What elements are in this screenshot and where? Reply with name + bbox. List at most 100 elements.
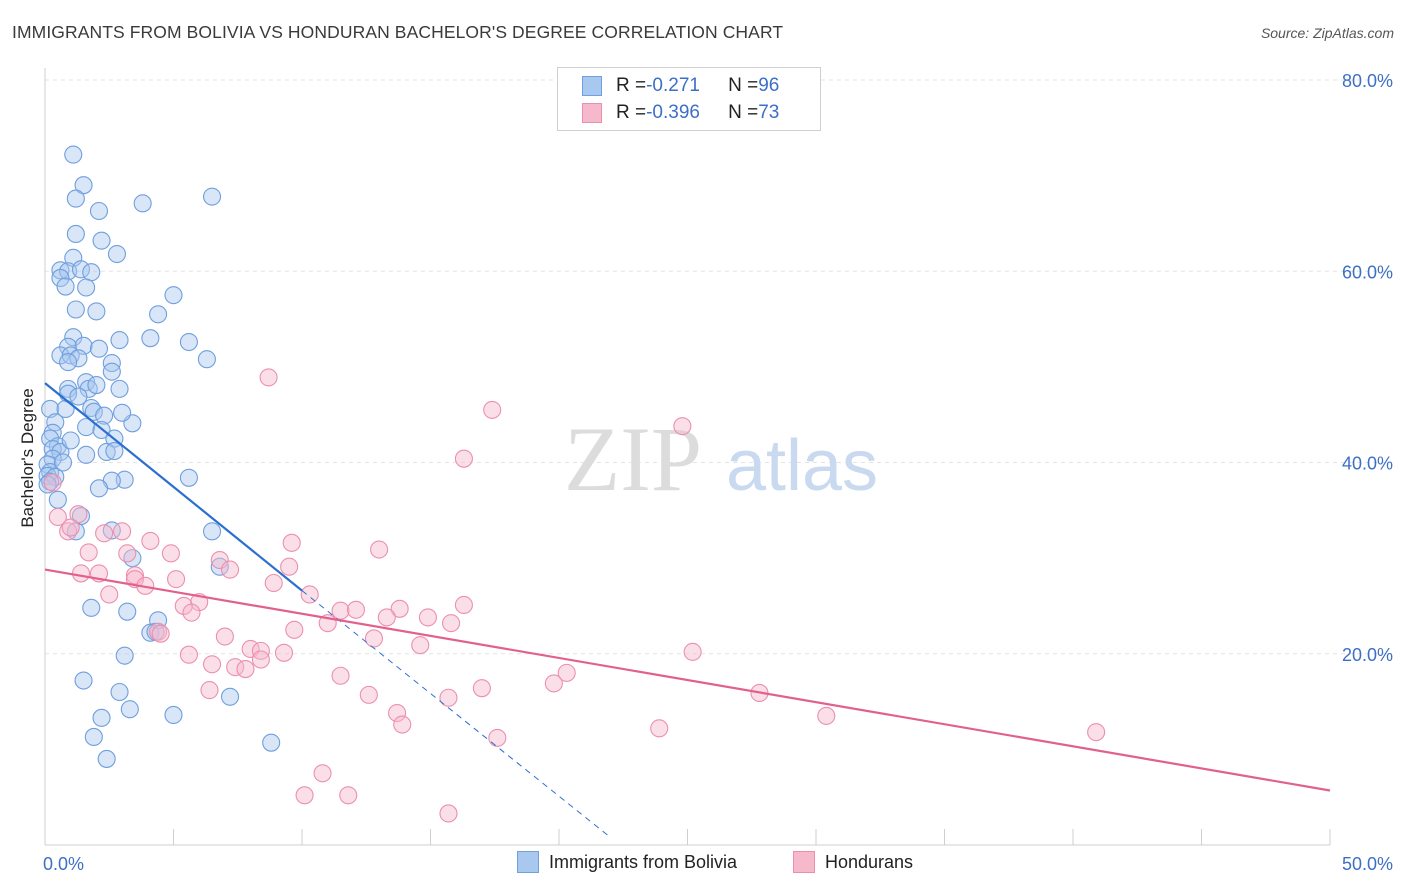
bolivia-point bbox=[87, 375, 106, 395]
chart-title: IMMIGRANTS FROM BOLIVIA VS HONDURAN BACH… bbox=[12, 22, 784, 42]
honduran-point bbox=[200, 681, 219, 700]
honduran-point bbox=[182, 603, 201, 622]
bolivia-point bbox=[82, 263, 101, 282]
bolivia-point bbox=[41, 399, 60, 419]
honduran-point bbox=[236, 659, 255, 679]
legend-r-label: R = bbox=[616, 102, 647, 123]
bolivia-point bbox=[115, 470, 134, 489]
tick-labels: 20.0% 40.0% 60.0% 80.0% 0.0% 50.0% bbox=[43, 71, 1393, 874]
bolivia-point bbox=[74, 176, 93, 195]
honduran-point bbox=[69, 505, 88, 524]
bolivia-point bbox=[110, 331, 129, 350]
legend-swatch-pink bbox=[582, 103, 602, 123]
honduran-points bbox=[43, 368, 1106, 823]
y-tick-label: 80.0% bbox=[1342, 71, 1393, 91]
bolivia-point bbox=[107, 244, 127, 264]
bolivia-points bbox=[38, 145, 281, 768]
legend-row-honduran: R = -0.396 N = 73 bbox=[582, 100, 779, 126]
honduran-point bbox=[161, 544, 180, 563]
y-tick-label: 40.0% bbox=[1342, 454, 1393, 474]
honduran-point bbox=[377, 608, 396, 627]
honduran-point bbox=[71, 564, 91, 583]
bolivia-point bbox=[61, 431, 80, 450]
bottom-legend-swatch-pink bbox=[793, 851, 815, 873]
watermark-atlas: atlas bbox=[726, 426, 878, 506]
bolivia-point bbox=[203, 522, 222, 541]
zipatlas-watermark: ZIP atlas bbox=[564, 408, 878, 510]
bolivia-point bbox=[64, 145, 83, 164]
bolivia-point bbox=[89, 339, 109, 358]
bolivia-point bbox=[89, 201, 109, 221]
honduran-point bbox=[683, 642, 702, 661]
legend-r-value: -0.271 bbox=[646, 75, 700, 96]
honduran-point bbox=[364, 629, 384, 648]
bolivia-point bbox=[69, 349, 88, 368]
bolivia-point bbox=[66, 189, 85, 208]
legend-r-label: R = bbox=[616, 75, 647, 96]
correlation-legend: R = -0.271 N = 96 R = -0.396 N = 73 bbox=[557, 67, 821, 131]
honduran-trend-line bbox=[44, 568, 1331, 792]
bolivia-trend-line bbox=[44, 382, 303, 592]
bolivia-point bbox=[53, 453, 73, 472]
bolivia-point bbox=[77, 278, 96, 297]
legend-n-value: 73 bbox=[758, 102, 780, 123]
bolivia-point bbox=[84, 727, 103, 746]
bolivia-point bbox=[110, 379, 129, 398]
bolivia-point bbox=[197, 350, 216, 369]
honduran-point bbox=[370, 540, 389, 559]
bolivia-point bbox=[164, 286, 183, 305]
honduran-point bbox=[149, 622, 168, 641]
bolivia-point bbox=[82, 598, 101, 617]
bolivia-point bbox=[56, 277, 75, 296]
x-tick-label: 50.0% bbox=[1342, 854, 1393, 874]
bolivia-point bbox=[141, 329, 160, 348]
trend-lines bbox=[44, 382, 1331, 838]
honduran-point bbox=[43, 473, 62, 492]
honduran-point bbox=[418, 608, 437, 627]
legend-n-label: N = bbox=[728, 75, 759, 96]
bolivia-point bbox=[59, 353, 78, 372]
bolivia-point bbox=[51, 261, 70, 280]
bolivia-point bbox=[97, 442, 116, 462]
bolivia-point bbox=[74, 671, 93, 690]
bolivia-point bbox=[46, 413, 65, 432]
honduran-point bbox=[411, 636, 430, 655]
honduran-point bbox=[331, 601, 350, 620]
bolivia-point bbox=[102, 362, 121, 381]
legend-n-label: N = bbox=[728, 102, 759, 123]
honduran-point bbox=[79, 543, 98, 562]
honduran-point bbox=[442, 614, 461, 633]
honduran-point bbox=[167, 570, 186, 589]
honduran-point bbox=[48, 507, 67, 527]
honduran-point bbox=[673, 417, 692, 436]
bolivia-point bbox=[120, 700, 139, 719]
bottom-legend-bolivia: Immigrants from Bolivia bbox=[517, 851, 737, 873]
gridlines bbox=[45, 79, 1392, 655]
bolivia-point bbox=[87, 302, 106, 321]
legend-n-value: 96 bbox=[758, 75, 780, 96]
bolivia-point bbox=[92, 708, 111, 727]
bolivia-point bbox=[84, 402, 103, 421]
bottom-legend-honduran: Hondurans bbox=[793, 851, 913, 873]
honduran-point bbox=[259, 368, 278, 387]
honduran-point bbox=[295, 786, 314, 805]
y-tick-label: 20.0% bbox=[1342, 645, 1393, 665]
bolivia-point bbox=[77, 418, 96, 437]
honduran-point bbox=[454, 595, 473, 615]
honduran-point bbox=[472, 679, 491, 698]
honduran-point bbox=[61, 518, 80, 537]
honduran-point bbox=[557, 663, 576, 682]
bottom-legend-label: Hondurans bbox=[825, 851, 914, 872]
honduran-point bbox=[817, 706, 836, 725]
bolivia-point bbox=[71, 260, 91, 279]
source-label: Source: ZipAtlas.com bbox=[1260, 25, 1394, 41]
bolivia-point bbox=[123, 549, 142, 568]
bolivia-point bbox=[51, 442, 70, 462]
bolivia-point bbox=[43, 449, 62, 468]
honduran-point bbox=[454, 449, 473, 468]
bolivia-point bbox=[97, 749, 116, 768]
bolivia-point bbox=[92, 231, 111, 250]
honduran-point bbox=[488, 728, 507, 747]
bottom-legend-swatch-blue bbox=[517, 851, 539, 873]
bolivia-point bbox=[110, 682, 129, 702]
